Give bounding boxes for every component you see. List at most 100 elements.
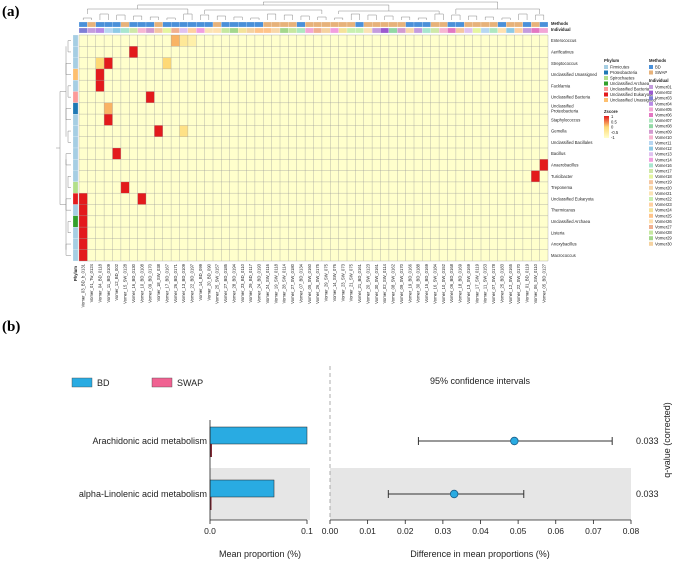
row-label: Anaerobacillus — [551, 162, 578, 167]
column-label: Vomer_25_BD_0183 — [499, 263, 504, 303]
methods-bar-cell — [346, 21, 356, 28]
row-label: Unclassified Bacillales — [551, 140, 592, 145]
individual-bar-cell — [145, 27, 155, 34]
row-label: Unclassified — [551, 103, 574, 108]
individual-legend-label: Vomer21 — [655, 191, 672, 196]
individual-legend-label: Vomer18 — [655, 174, 672, 179]
heatmap-cell — [531, 170, 540, 182]
column-dendrogram — [82, 1, 545, 20]
individual-legend-label: Vomer10 — [655, 135, 672, 140]
heatmap-cell — [79, 215, 88, 228]
heatmap-cell — [79, 249, 88, 261]
column-label: Vomer_20_SW_0123 — [365, 263, 370, 303]
column-label: Vomer_08_SW_0162 — [391, 263, 396, 303]
category-label: alpha-Linolenic acid metabolism — [79, 489, 207, 499]
individual-bar-cell — [187, 27, 197, 34]
individual-legend-label: Vomer16 — [655, 163, 672, 168]
column-label: Vomer_10_SW_0152 — [441, 263, 446, 303]
heatmap-cell — [95, 68, 105, 81]
left-axis-tick-label: 0.0 — [204, 526, 216, 536]
methods-bar-cell — [506, 21, 515, 28]
row-label: Enterococcus — [551, 38, 576, 43]
heatmap-cell — [120, 181, 130, 194]
column-label: Vomer_06_SW_0110 — [533, 263, 538, 303]
bar-swap — [210, 497, 212, 510]
individual-bar-cell — [531, 27, 540, 34]
column-label: Vomer_07_BD_0134 — [298, 263, 303, 303]
heatmap-cell — [539, 159, 548, 171]
phylum-legend-swatch — [604, 65, 608, 69]
column-label: Vomer_02_SW_0114 — [382, 263, 387, 303]
methods-bar-cell — [321, 21, 331, 28]
heatmap-cells — [79, 35, 548, 261]
phylum-bar-cell — [72, 215, 79, 228]
methods-bar-cell — [179, 21, 188, 28]
individual-legend-swatch — [649, 113, 653, 117]
methods-bar-cell — [372, 21, 381, 28]
individual-bar-cell — [212, 27, 222, 34]
individual-bar-cell — [87, 27, 96, 34]
column-label: Vomer_03_BD_b_0131 — [81, 263, 86, 307]
individual-bar-cell — [321, 27, 331, 34]
ci-title: 95% confidence intervals — [430, 376, 531, 386]
phylum-bar-cell — [72, 181, 79, 194]
q-axis-label: q-value (corrected) — [662, 402, 672, 478]
phylum-legend-swatch — [604, 87, 608, 91]
individual-bar-cell — [380, 27, 389, 34]
phylum-legend-label: Unclassified Bacteria — [610, 87, 650, 92]
left-axis-tick-label: 0.1 — [301, 526, 313, 536]
individual-bar-cell — [78, 27, 88, 34]
methods-bar-cell — [204, 21, 214, 28]
individual-annotation-bar — [78, 27, 549, 34]
right-axis-tick-label: 0.01 — [359, 526, 376, 536]
methods-bar-cell — [388, 21, 398, 28]
individual-bar-cell — [422, 27, 431, 34]
phylum-bar-cell — [72, 80, 79, 92]
individual-bar-cell — [137, 27, 147, 34]
individual-bar-cell — [296, 27, 306, 34]
phylum-bar-cell — [72, 136, 79, 149]
legend-label: BD — [97, 378, 110, 388]
row-dendrogram — [56, 40, 71, 256]
heatmap-cell — [95, 57, 105, 69]
column-label: Vomer_26_SW_0175 — [315, 263, 320, 303]
methods-annotation-bar — [78, 21, 549, 28]
row-label: Unclassified Unassigned — [551, 72, 598, 77]
heatmap-cell — [95, 80, 105, 92]
methods-bar-cell — [129, 21, 138, 28]
phylum-legend-swatch — [604, 92, 608, 97]
proportion-bars — [209, 426, 308, 510]
individual-legend-label: Vomer23 — [655, 202, 672, 207]
column-label: Vomer_01_Tw_0124 — [89, 263, 94, 302]
methods-bar-cell — [229, 21, 239, 28]
individual-bar-cell — [221, 27, 230, 34]
methods-bar-cell — [522, 21, 532, 28]
heatmap-cell — [154, 125, 163, 137]
column-label: Vomer_28_SW_0114 — [282, 263, 287, 303]
difference-ci-markers — [387, 436, 613, 499]
individual-bar-cell — [120, 27, 130, 34]
left-x-label: Mean proportion (%) — [219, 549, 301, 559]
methods-bar-cell — [171, 21, 180, 28]
individual-legend-swatch — [649, 107, 653, 112]
phylum-bar-cell — [72, 170, 79, 183]
phylum-bar-cell — [72, 204, 79, 216]
heatmap-legend: Phylum FirmicutesProteobacteriaSpirochaet… — [604, 58, 672, 246]
zscore-tick: -0.5 — [611, 130, 619, 135]
methods-bar-cell — [263, 21, 272, 28]
individual-bar-cell — [112, 27, 121, 34]
phylum-legend-label: Unclassified Archaea — [610, 81, 650, 86]
individual-legend-label: Vomer11 — [655, 141, 672, 146]
methods-bar-cell — [464, 21, 473, 28]
individual-legend-swatch — [649, 191, 653, 196]
column-label: Vomer_20_BD_090 — [206, 263, 211, 300]
phylum-bar-cell — [72, 46, 79, 58]
heatmap-cell — [79, 204, 88, 216]
column-label: Vomer_28_BD_0194 — [231, 263, 236, 303]
column-label: Vomer_18_BD_0169 — [458, 263, 463, 303]
methods-bar-cell — [455, 21, 465, 28]
methods-bar-cell — [397, 21, 406, 28]
column-label: Vomer_22_BD_0197 — [190, 263, 195, 303]
individual-legend-label: Vomer30 — [655, 241, 672, 246]
